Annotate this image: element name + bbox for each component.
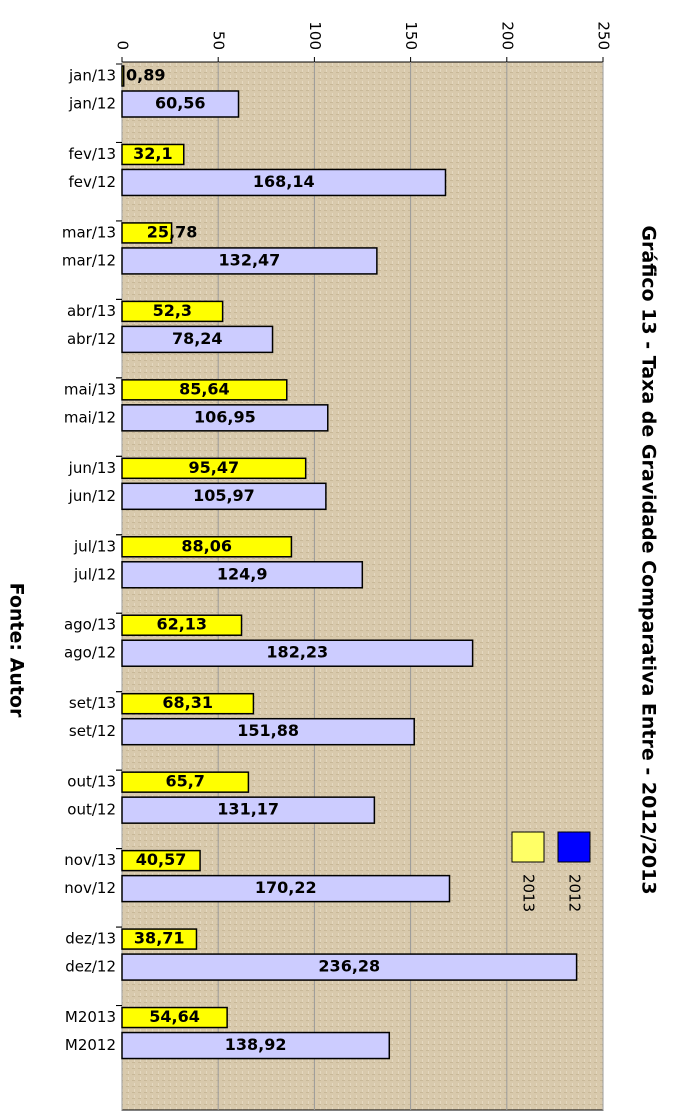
value-label: 138,92 (225, 1035, 287, 1054)
chart-title: Gráfico 13 - Taxa de Gravidade Comparati… (638, 225, 660, 894)
y-tick-label: mai/13 (64, 380, 116, 398)
value-label: 60,56 (155, 94, 206, 113)
value-label: 168,14 (253, 172, 315, 191)
value-label: 25,78 (147, 222, 198, 241)
bar (121, 874, 451, 903)
bar (121, 639, 474, 667)
y-tick-label: nov/12 (64, 879, 116, 897)
bar (121, 561, 364, 589)
y-tick-label: abr/12 (67, 330, 116, 348)
y-tick-label: set/12 (69, 722, 116, 740)
y-tick-label: out/12 (67, 801, 116, 819)
value-label: 182,23 (266, 643, 328, 662)
legend-label: 2012 (566, 874, 584, 912)
y-tick-label: fev/13 (68, 145, 116, 163)
value-label: 131,17 (217, 800, 279, 819)
bar (121, 536, 293, 558)
legend-label: 2013 (520, 874, 538, 912)
x-tick-label: 200 (498, 21, 516, 50)
value-label: 65,7 (165, 772, 204, 791)
value-label: 132,47 (219, 250, 281, 269)
value-label: 40,57 (136, 850, 187, 869)
legend-swatch (557, 831, 591, 863)
y-tick-label: ago/12 (64, 644, 116, 662)
y-tick-label: mar/12 (62, 251, 116, 269)
y-tick-label: M2012 (65, 1036, 116, 1054)
bar (121, 849, 201, 872)
value-label: 151,88 (237, 721, 299, 740)
y-tick-label: M2013 (65, 1008, 116, 1026)
value-label: 68,31 (162, 693, 213, 712)
value-label: 0,89 (126, 66, 165, 85)
bar (121, 325, 274, 354)
bar (121, 953, 578, 981)
value-label: 236,28 (318, 957, 380, 976)
bar (121, 457, 307, 480)
bar (121, 65, 125, 87)
y-tick-label: jan/12 (68, 95, 116, 113)
value-label: 124,9 (217, 564, 268, 583)
legend-swatch (511, 831, 545, 863)
y-tick-label: set/13 (69, 694, 116, 712)
y-tick-label: mar/13 (62, 223, 116, 241)
value-label: 78,24 (172, 329, 223, 348)
x-tick-label: 0 (114, 40, 132, 50)
value-label: 170,22 (255, 878, 317, 897)
y-tick-label: jun/13 (68, 459, 116, 477)
y-tick-label: dez/12 (65, 958, 116, 976)
bar (121, 404, 329, 432)
x-tick-label: 100 (306, 21, 324, 50)
y-tick-label: jan/13 (68, 67, 116, 85)
bar (121, 247, 378, 275)
y-tick-label: jul/12 (73, 565, 116, 583)
bar (121, 1006, 228, 1029)
value-label: 95,47 (189, 458, 240, 477)
bar (121, 717, 415, 746)
value-label: 38,71 (134, 929, 185, 948)
bar (121, 482, 327, 511)
y-tick-label: out/13 (67, 773, 116, 791)
y-tick-label: ago/13 (64, 616, 116, 634)
y-tick-label: jun/12 (68, 487, 116, 505)
x-tick-label: 150 (402, 21, 420, 50)
bar (121, 1031, 391, 1060)
y-tick-label: abr/13 (67, 302, 116, 320)
bar (121, 692, 255, 715)
bar (121, 796, 376, 824)
value-label: 62,13 (156, 615, 207, 634)
value-label: 105,97 (193, 486, 255, 505)
bar (121, 168, 447, 197)
y-tick-label: nov/13 (64, 851, 116, 869)
value-label: 52,3 (153, 301, 192, 320)
y-tick-label: jul/13 (73, 537, 116, 555)
source: Fonte: Autor (6, 583, 28, 718)
bar (121, 300, 224, 323)
bar (121, 771, 250, 793)
value-label: 88,06 (181, 536, 232, 555)
y-tick-label: mai/12 (64, 408, 116, 426)
value-label: 106,95 (194, 407, 256, 426)
bar (121, 222, 173, 244)
y-tick-label: fev/12 (68, 173, 116, 191)
bar (121, 614, 243, 636)
value-label: 54,64 (149, 1007, 200, 1026)
bar (121, 143, 185, 166)
y-tick-label: dez/13 (65, 930, 116, 948)
bar (121, 379, 288, 401)
bar (121, 928, 198, 950)
value-label: 32,1 (133, 144, 172, 163)
value-label: 85,64 (179, 379, 230, 398)
x-tick-label: 50 (210, 31, 228, 50)
bar (121, 90, 240, 118)
x-tick-label: 250 (595, 21, 613, 50)
